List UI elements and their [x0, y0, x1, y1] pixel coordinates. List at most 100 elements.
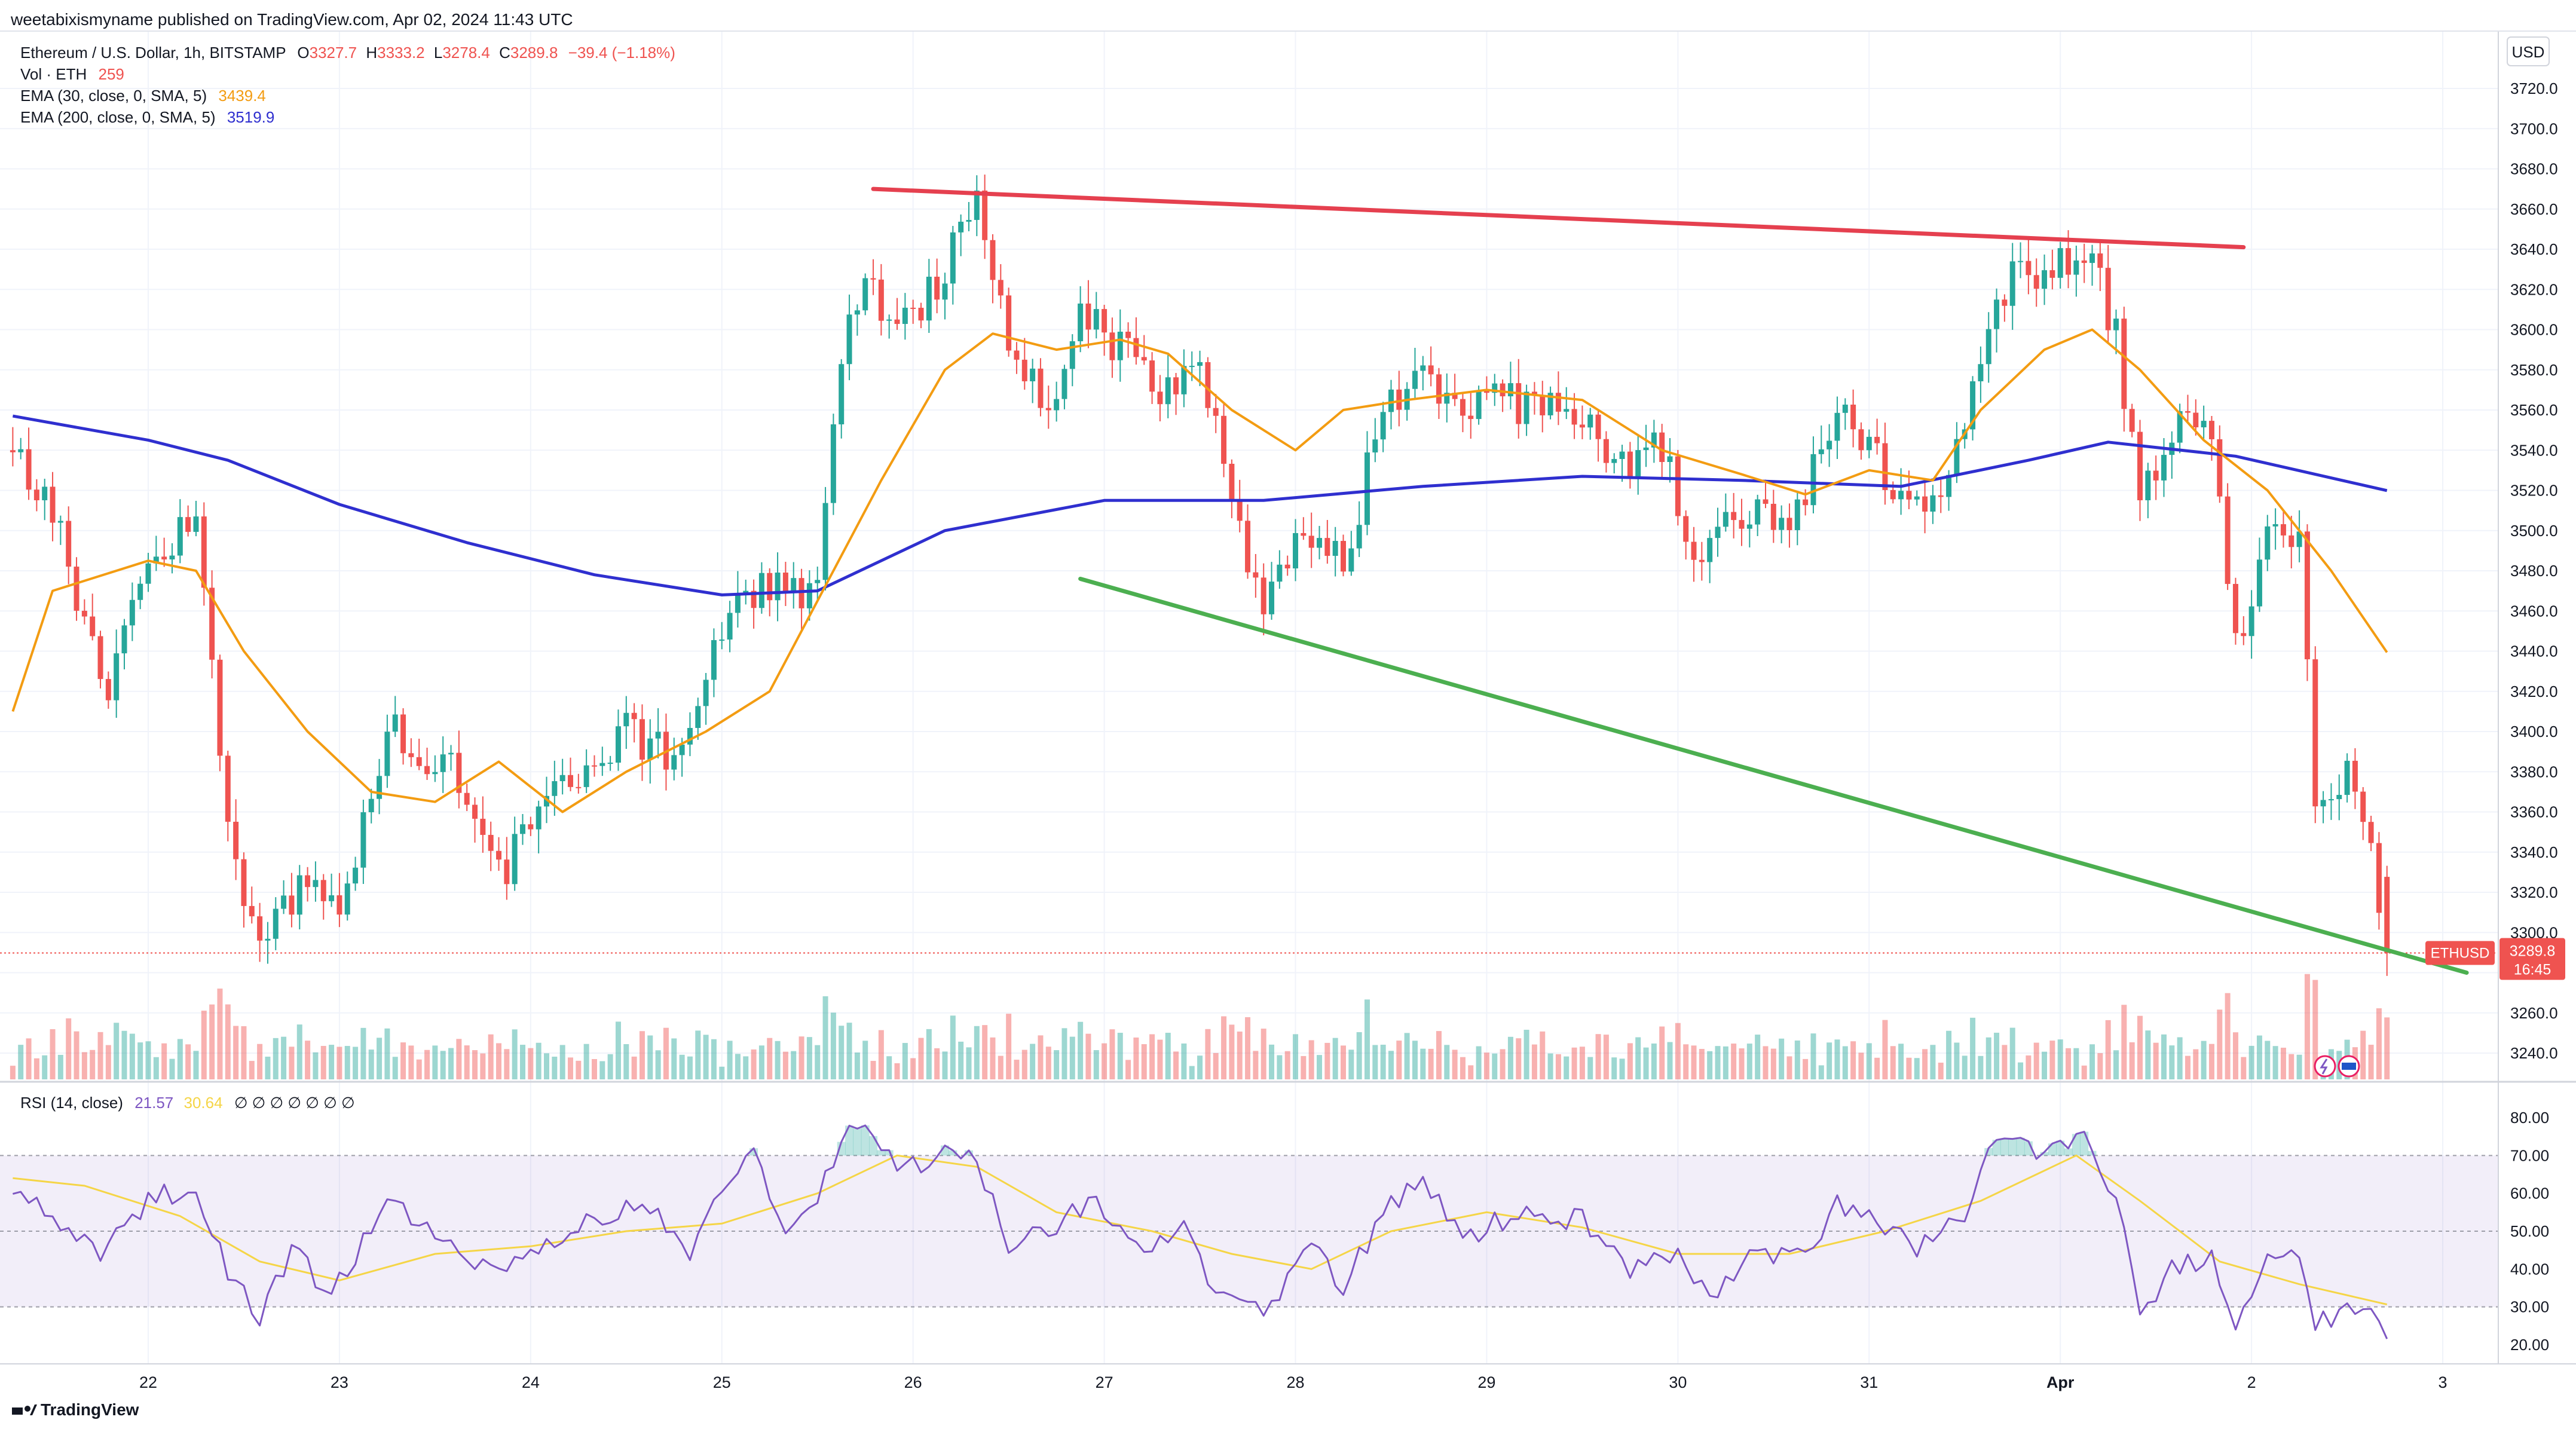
- candle-body[interactable]: [1914, 496, 1920, 500]
- candle-body[interactable]: [1659, 432, 1665, 463]
- candle-body[interactable]: [1476, 390, 1482, 420]
- time-axis[interactable]: 22 23 24 25 26 27 28 29 30 31 Apr 2 3: [139, 1373, 2447, 1391]
- candle-body[interactable]: [400, 714, 406, 754]
- candle-body[interactable]: [1810, 454, 1816, 506]
- candle-body[interactable]: [1141, 357, 1147, 361]
- candle-body[interactable]: [488, 834, 494, 851]
- candle-body[interactable]: [129, 599, 135, 626]
- candle-body[interactable]: [1372, 439, 1378, 453]
- candle-body[interactable]: [2336, 795, 2342, 800]
- candle-body[interactable]: [1332, 541, 1338, 556]
- candle-body[interactable]: [1117, 331, 1123, 360]
- candle-body[interactable]: [958, 221, 964, 232]
- candle-body[interactable]: [1834, 412, 1840, 441]
- candle-body[interactable]: [416, 757, 422, 766]
- candle-body[interactable]: [1165, 377, 1171, 405]
- candle-body[interactable]: [1261, 577, 1266, 614]
- candle-body[interactable]: [1938, 495, 1944, 497]
- candle-body[interactable]: [137, 583, 143, 600]
- rsi-line[interactable]: [13, 1124, 2388, 1339]
- candle-body[interactable]: [615, 726, 621, 763]
- legend-volume[interactable]: Vol · ETH 259: [20, 65, 124, 83]
- candle-body[interactable]: [1149, 360, 1155, 392]
- candle-body[interactable]: [990, 240, 996, 280]
- candle-body[interactable]: [1102, 309, 1108, 333]
- candle-body[interactable]: [512, 834, 518, 885]
- candle-body[interactable]: [1069, 341, 1075, 369]
- candle-body[interactable]: [679, 744, 685, 755]
- candle-body[interactable]: [1396, 389, 1402, 410]
- candle-body[interactable]: [97, 636, 103, 680]
- candle-body[interactable]: [2177, 411, 2183, 443]
- candle-body[interactable]: [2217, 439, 2223, 497]
- candle-body[interactable]: [1523, 391, 1529, 424]
- candle-body[interactable]: [1866, 436, 1872, 451]
- candle-body[interactable]: [1746, 524, 1752, 529]
- candle-body[interactable]: [631, 712, 637, 720]
- candle-body[interactable]: [2129, 409, 2135, 432]
- candle-body[interactable]: [719, 639, 725, 641]
- legend-rsi[interactable]: RSI (14, close) 21.57 30.64 ∅ ∅ ∅ ∅ ∅ ∅ …: [20, 1094, 355, 1112]
- candle-body[interactable]: [974, 190, 980, 221]
- candle-body[interactable]: [1994, 299, 2000, 329]
- candle-body[interactable]: [464, 793, 470, 805]
- candle-body[interactable]: [1858, 429, 1864, 451]
- candle-body[interactable]: [1723, 512, 1728, 527]
- candle-body[interactable]: [1564, 409, 1570, 412]
- candle-body[interactable]: [384, 732, 390, 776]
- candle-body[interactable]: [153, 556, 159, 564]
- candle-body[interactable]: [639, 719, 645, 760]
- candle-body[interactable]: [496, 850, 502, 860]
- candle-body[interactable]: [1038, 368, 1044, 408]
- candle-body[interactable]: [1683, 516, 1689, 542]
- candle-body[interactable]: [854, 310, 860, 315]
- candle-body[interactable]: [1930, 495, 1936, 512]
- candle-body[interactable]: [1428, 365, 1434, 375]
- candle-body[interactable]: [1946, 475, 1952, 497]
- candle-body[interactable]: [1507, 383, 1513, 397]
- candle-body[interactable]: [782, 573, 788, 592]
- candle-body[interactable]: [305, 875, 311, 888]
- candle-body[interactable]: [2256, 559, 2262, 607]
- candle-body[interactable]: [839, 364, 845, 425]
- candle-body[interactable]: [1715, 527, 1721, 538]
- candle-body[interactable]: [910, 307, 916, 309]
- candle-body[interactable]: [448, 752, 454, 755]
- candle-body[interactable]: [2018, 261, 2024, 262]
- candle-body[interactable]: [1205, 362, 1211, 408]
- candle-body[interactable]: [1277, 564, 1283, 582]
- candle-body[interactable]: [2232, 584, 2238, 634]
- candle-body[interactable]: [902, 307, 908, 325]
- candle-body[interactable]: [344, 883, 350, 915]
- candle-body[interactable]: [114, 653, 120, 700]
- candle-body[interactable]: [2193, 412, 2199, 427]
- candle-body[interactable]: [1818, 449, 1824, 454]
- candle-body[interactable]: [1874, 436, 1880, 443]
- candle-body[interactable]: [1707, 538, 1713, 562]
- candle-body[interactable]: [886, 319, 892, 321]
- candle-body[interactable]: [711, 640, 717, 680]
- candle-body[interactable]: [2344, 760, 2350, 795]
- candle-body[interactable]: [1380, 412, 1386, 440]
- candle-body[interactable]: [1253, 572, 1259, 578]
- candle-body[interactable]: [10, 450, 16, 452]
- support-trendline[interactable]: [1078, 576, 2469, 975]
- candle-body[interactable]: [1667, 456, 1673, 463]
- candle-body[interactable]: [66, 521, 72, 567]
- candle-body[interactable]: [33, 489, 39, 501]
- candle-body[interactable]: [743, 590, 749, 594]
- candle-body[interactable]: [2312, 659, 2318, 807]
- candle-body[interactable]: [830, 424, 836, 503]
- candle-body[interactable]: [1460, 399, 1466, 416]
- candle-body[interactable]: [1691, 541, 1697, 560]
- candle-body[interactable]: [2185, 411, 2190, 413]
- candle-body[interactable]: [1301, 533, 1307, 536]
- candle-body[interactable]: [1739, 520, 1745, 529]
- candle-body[interactable]: [870, 278, 876, 280]
- candle-body[interactable]: [1444, 393, 1450, 404]
- candle-body[interactable]: [1341, 541, 1346, 572]
- candle-body[interactable]: [2241, 633, 2247, 637]
- candle-body[interactable]: [607, 763, 613, 764]
- candle-body[interactable]: [1014, 350, 1020, 360]
